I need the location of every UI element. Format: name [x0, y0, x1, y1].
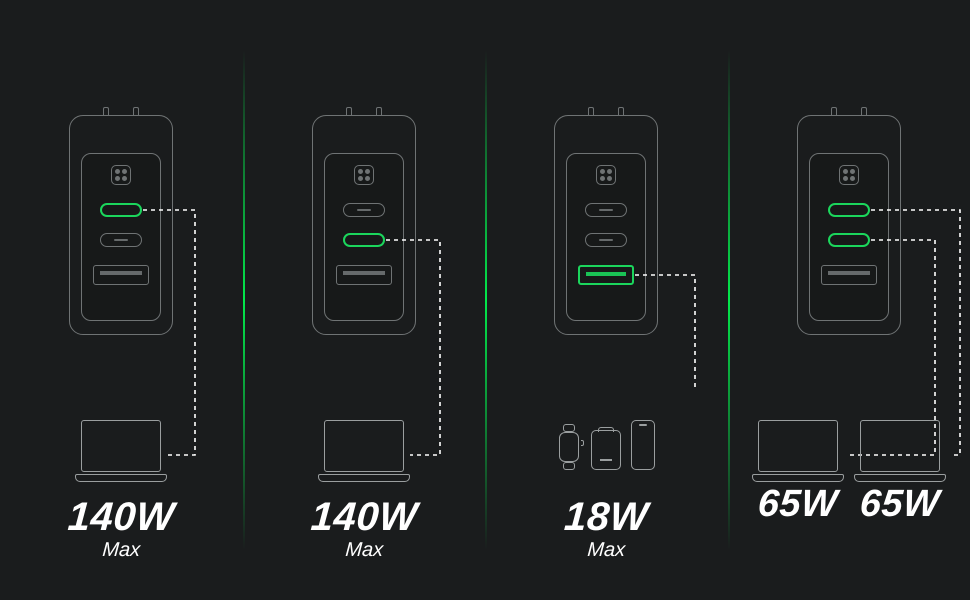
phone-icon	[631, 420, 655, 470]
usb-c-port-2	[343, 233, 385, 247]
device-row	[243, 420, 486, 482]
usb-a-port	[336, 265, 392, 285]
usb-c-port-1	[585, 203, 627, 217]
usb-c-port-1	[828, 203, 870, 217]
charger-icon	[554, 115, 658, 335]
usb-a-port	[821, 265, 877, 285]
usb-c-port-2	[100, 233, 142, 247]
laptop-icon	[318, 420, 410, 482]
usb-a-port	[578, 265, 634, 285]
usb-c-port-2	[585, 233, 627, 247]
usb-c-port-1	[100, 203, 142, 217]
usb-a-port	[93, 265, 149, 285]
wattage-value: 140W	[241, 497, 486, 537]
wattage-label-group: 65W 65W	[728, 485, 970, 523]
prong-icon	[346, 107, 352, 115]
wattage-label-group: 140W Max	[243, 497, 486, 562]
wattage-value: 140W	[0, 497, 244, 537]
led-indicator-icon	[354, 165, 374, 185]
prong-icon	[133, 107, 139, 115]
wattage-sublabel: Max	[484, 539, 728, 562]
wattage-value: 65W	[858, 485, 940, 523]
wattage-sublabel: Max	[242, 539, 486, 562]
panel-divider	[243, 50, 245, 550]
panel-divider	[485, 50, 487, 550]
led-indicator-icon	[111, 165, 131, 185]
panel-divider	[728, 50, 730, 550]
device-row	[485, 420, 728, 470]
wattage-label-group: 140W Max	[0, 497, 243, 562]
earbuds-icon	[591, 430, 621, 470]
led-indicator-icon	[839, 165, 859, 185]
prong-icon	[588, 107, 594, 115]
prong-icon	[618, 107, 624, 115]
wattage-label-group: 18W Max	[485, 497, 728, 562]
charger-icon	[69, 115, 173, 335]
laptop-icon	[752, 420, 844, 482]
panel-1: 140W Max	[0, 0, 243, 600]
charger-icon	[797, 115, 901, 335]
usb-c-port-1	[343, 203, 385, 217]
prong-icon	[831, 107, 837, 115]
usb-c-port-2	[828, 233, 870, 247]
prong-icon	[376, 107, 382, 115]
laptop-icon	[75, 420, 167, 482]
wattage-sublabel: Max	[0, 539, 243, 562]
watch-icon	[557, 424, 581, 470]
wattage-value: 18W	[484, 497, 729, 537]
prong-icon	[861, 107, 867, 115]
panel-3: 18W Max	[485, 0, 728, 600]
device-row	[0, 420, 243, 482]
wattage-value: 65W	[757, 485, 839, 523]
device-row	[728, 420, 970, 482]
laptop-icon	[854, 420, 946, 482]
prong-icon	[103, 107, 109, 115]
panel-2: 140W Max	[243, 0, 486, 600]
led-indicator-icon	[596, 165, 616, 185]
charger-icon	[312, 115, 416, 335]
panel-4: 65W 65W	[728, 0, 970, 600]
